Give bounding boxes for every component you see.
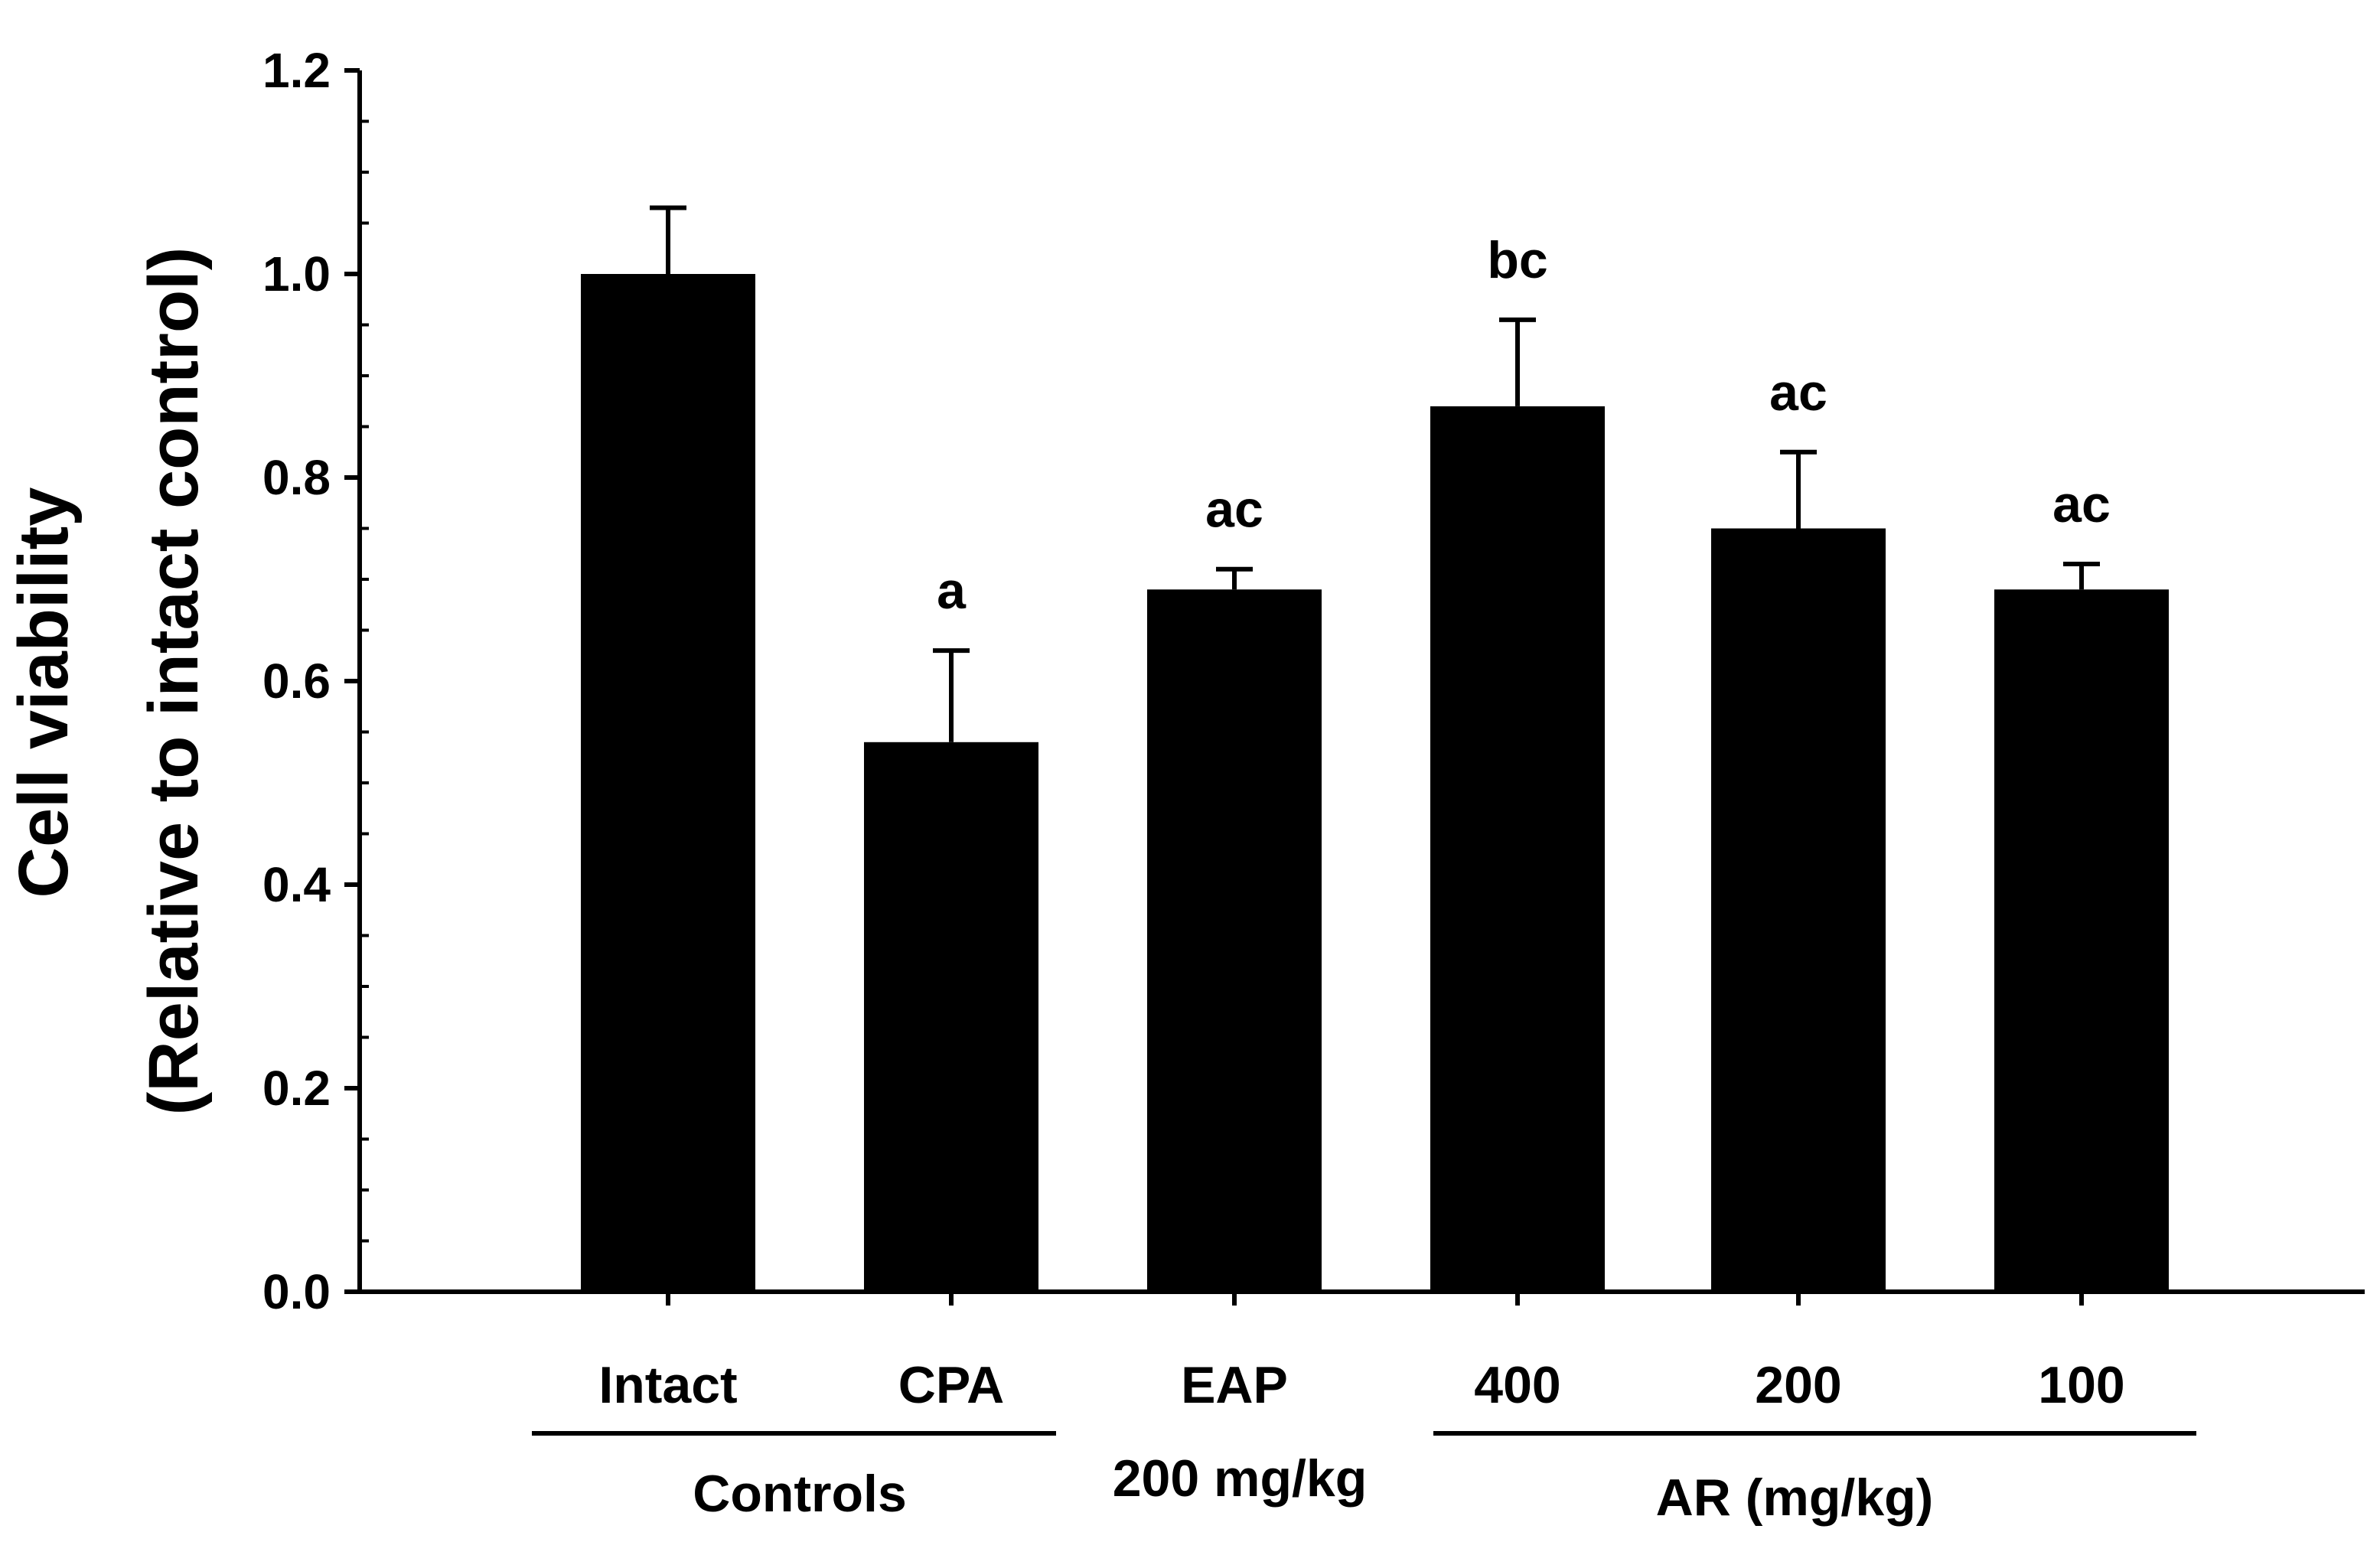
x-tick-label: Intact [598,1356,737,1414]
bar [581,274,755,1292]
y-axis-label-line1: Cell viability [5,487,83,898]
group-label-controls: Controls [693,1465,907,1523]
x-tick-label: CPA [898,1356,1005,1414]
y-tick-label: 0.4 [262,857,331,912]
y-axis-label-line2: (Relative to intact control) [135,247,213,1116]
significance-label: bc [1487,231,1547,289]
bar [1994,589,2169,1292]
y-tick-label: 0.2 [262,1061,331,1116]
bar [1711,528,1886,1292]
x-tick-label: EAP [1181,1356,1288,1414]
group-label-ar: AR (mg/kg) [1656,1469,1934,1527]
group-label-eap-dose: 200 mg/kg [1113,1449,1368,1508]
x-tick-label: 200 [1755,1356,1841,1414]
y-tick-label: 0.0 [262,1264,331,1319]
significance-label: ac [2052,475,2111,533]
y-tick-label: 0.6 [262,654,331,709]
bar [864,742,1038,1292]
significance-label: ac [1205,481,1263,539]
y-tick-label: 1.2 [262,43,331,98]
bar [1430,406,1605,1292]
y-axis-label-2: (Relative to intact control) [135,247,213,1116]
y-tick-label: 1.0 [262,246,331,302]
y-tick-label: 0.8 [262,450,331,505]
bars: a ac bc ac ac [581,205,2169,1292]
x-tick-label: 400 [1474,1356,1560,1414]
y-ticks: 0.0 0.2 0.4 0.6 0.8 1.0 1.2 [262,43,369,1319]
significance-label: ac [1769,363,1827,422]
significance-label: a [937,562,967,620]
x-tick-labels: Intact CPA EAP 400 200 100 [598,1292,2125,1414]
x-tick-label: 100 [2038,1356,2124,1414]
bar [1147,589,1322,1292]
y-axis-label: Cell viability [5,487,83,898]
